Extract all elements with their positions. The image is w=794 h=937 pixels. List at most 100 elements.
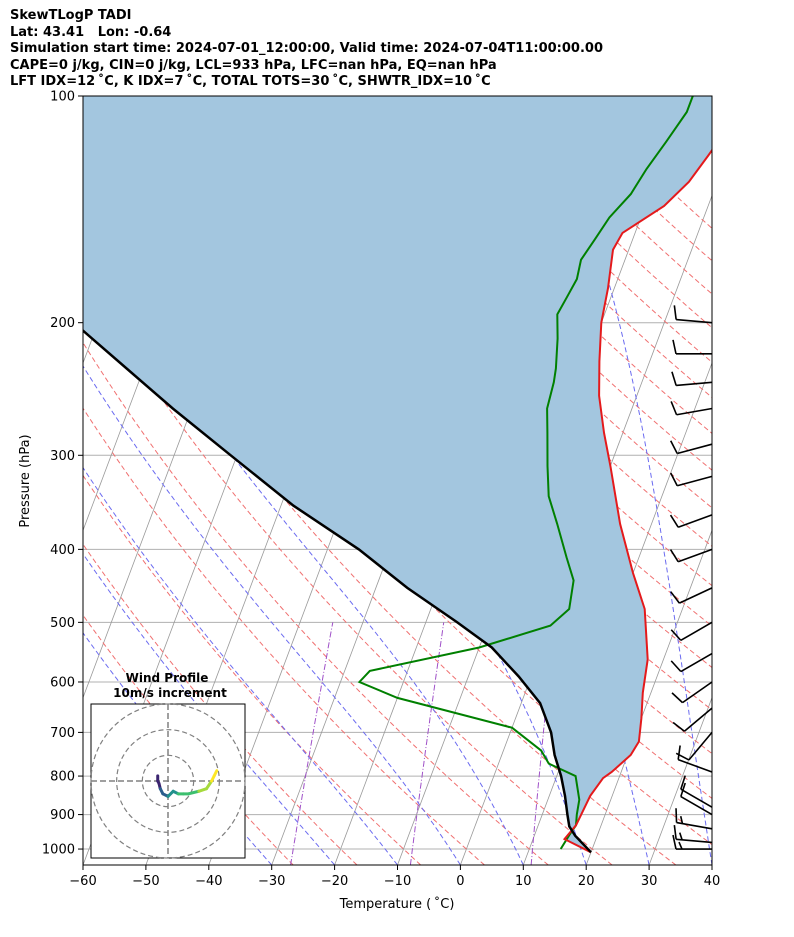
- parcel-path-line: [83, 328, 592, 854]
- wind-barb: [669, 548, 713, 563]
- dry-adiabat: [377, 96, 712, 435]
- y-tick-label: 500: [50, 616, 75, 631]
- moist-adiabat: [83, 365, 461, 865]
- barb-staff: [682, 681, 713, 704]
- data-layer: [83, 96, 712, 854]
- hodograph-inset: Wind Profile 10m/s increment: [90, 671, 246, 859]
- wind-barb: [673, 824, 713, 844]
- barb-flag-full: [677, 745, 681, 760]
- y-tick-label: 600: [50, 675, 75, 690]
- y-tick-label: 1000: [42, 843, 75, 858]
- barb-staff: [680, 621, 713, 642]
- hodograph-segment: [212, 769, 219, 778]
- cape-cin-fill: [83, 96, 712, 853]
- dry-adiabat: [83, 214, 677, 865]
- mixing-ratio-line: [290, 622, 334, 865]
- x-tick-label: 20: [578, 874, 595, 889]
- barb-staff: [680, 788, 713, 808]
- wind-barb: [669, 472, 713, 487]
- wind-barb: [670, 621, 713, 642]
- x-tick-label: 30: [641, 874, 658, 889]
- barb-staff: [680, 652, 713, 673]
- wind-barb: [670, 587, 713, 604]
- axes: −60 −50 −40 −30 −20 −10 0 10 20 30 40 1000 900 800 700…: [42, 90, 720, 890]
- barb-flag-full: [673, 305, 677, 320]
- wind-barb: [677, 745, 713, 773]
- barb-flag-full: [672, 834, 677, 850]
- wind-barb: [675, 808, 713, 830]
- chart-title: SkewTLogP TADI: [10, 8, 132, 23]
- barb-flag-full: [670, 591, 681, 604]
- barb-staff: [676, 318, 713, 324]
- barb-flag-full: [672, 721, 685, 732]
- barb-staff: [680, 795, 713, 816]
- wind-barb: [672, 834, 712, 850]
- barb-flag-full: [673, 824, 677, 840]
- time-line: Simulation start time: 2024-07-01_12:00:…: [10, 41, 603, 56]
- moist-adiabat: [83, 466, 398, 865]
- barb-flag-full: [671, 371, 677, 386]
- hodograph-subtitle: 10m/s increment: [113, 686, 227, 700]
- isotherm-line: [648, 696, 712, 865]
- moist-adiabat: [536, 96, 712, 865]
- barb-flag-full: [669, 549, 679, 563]
- barb-flag-full: [670, 401, 678, 416]
- y-tick-label: 100: [50, 90, 75, 105]
- cape-line: CAPE=0 j/kg, CIN=0 j/kg, LCL=933 hPa, LF…: [10, 57, 497, 73]
- y-tick-label: 300: [50, 449, 75, 464]
- wind-barb: [671, 371, 713, 387]
- wind-barb: [669, 440, 713, 455]
- x-tick-label: 10: [515, 874, 532, 889]
- moist-adiabat: [83, 552, 335, 865]
- temperature-line: [562, 148, 712, 854]
- x-tick-label: −30: [258, 874, 285, 889]
- y-tick-label: 800: [50, 770, 75, 785]
- barb-flag-full: [669, 514, 679, 528]
- x-tick-label: −50: [132, 874, 159, 889]
- barb-flag-full: [670, 629, 682, 641]
- dry-adiabat: [83, 474, 422, 865]
- barb-flag-full: [675, 752, 690, 761]
- y-tick-label: 900: [50, 808, 75, 823]
- y-tick-label: 200: [50, 316, 75, 331]
- wind-barb: [675, 731, 713, 761]
- wind-barb: [669, 514, 713, 528]
- isotherm-line: [711, 863, 712, 865]
- barb-staff: [679, 587, 713, 604]
- wind-barb: [670, 401, 713, 416]
- x-axis-label: Temperature ( ˚C): [339, 896, 455, 912]
- dry-adiabat: [83, 341, 549, 865]
- dewpoint-line: [357, 96, 694, 850]
- barb-flag-full: [669, 472, 678, 487]
- index-line: LFT IDX=12 ˚C, K IDX=7 ˚C, TOTAL TOTS=30…: [10, 74, 491, 89]
- barb-staff: [677, 475, 713, 487]
- y-tick-label: 400: [50, 543, 75, 558]
- x-tick-label: −20: [321, 874, 348, 889]
- barb-staff: [677, 514, 713, 528]
- barb-staff: [676, 407, 713, 416]
- dry-adiabat: [83, 407, 485, 865]
- wind-barb: [672, 339, 712, 355]
- dry-adiabat: [83, 153, 712, 846]
- chart-header: SkewTLogP TADI Lat: 43.41 Lon: -0.64 Sim…: [10, 8, 603, 91]
- y-axis-label: Pressure (hPa): [18, 434, 33, 527]
- wind-barb: [673, 305, 713, 324]
- location-line: Lat: 43.41 Lon: -0.64: [10, 24, 172, 40]
- moist-adiabat: [83, 233, 524, 865]
- barb-flag-full: [675, 808, 678, 823]
- y-tick-label: 700: [50, 726, 75, 741]
- x-tick-label: 40: [704, 874, 721, 889]
- dry-adiabat: [83, 543, 358, 865]
- barb-staff: [677, 548, 713, 563]
- hodograph-segment: [187, 789, 201, 796]
- barb-staff: [677, 443, 713, 455]
- barb-flag-full: [670, 660, 682, 673]
- barb-flag-half: [678, 832, 683, 841]
- wind-barbs: [669, 305, 713, 850]
- dry-adiabat: [344, 96, 712, 471]
- wind-barb: [672, 707, 713, 732]
- wind-barb: [680, 775, 713, 808]
- wind-barb: [671, 681, 713, 704]
- barb-flag-half: [678, 841, 683, 850]
